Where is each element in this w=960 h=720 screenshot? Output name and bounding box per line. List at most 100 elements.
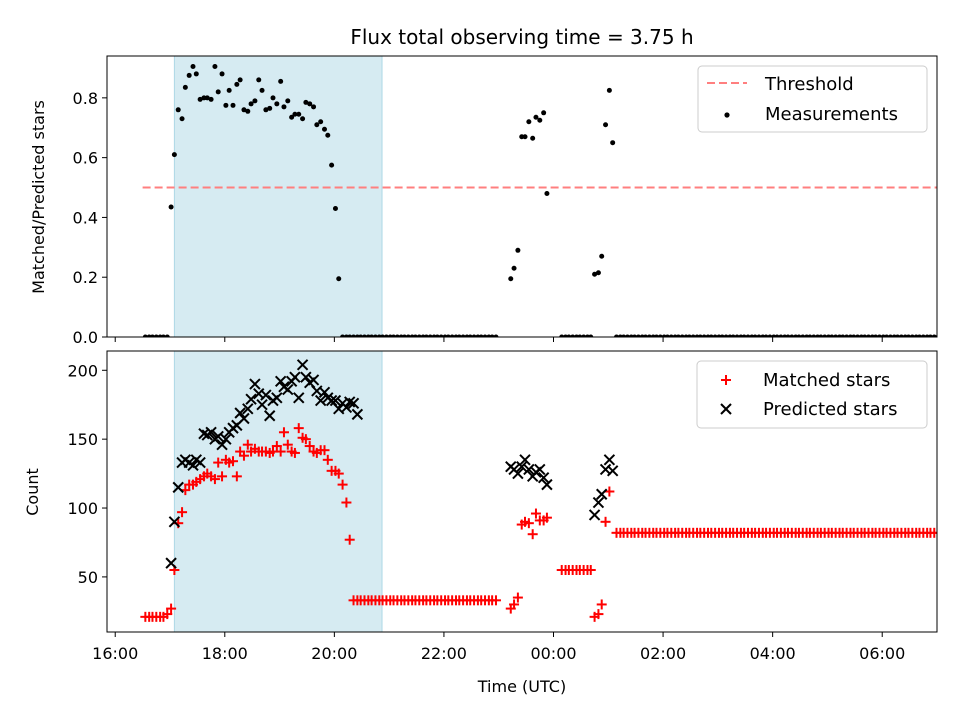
- measurement-point: [800, 334, 806, 337]
- measurement-point: [767, 334, 773, 337]
- measurement-point: [190, 63, 196, 69]
- matched-star-point: [275, 446, 286, 457]
- measurement-point: [208, 96, 214, 102]
- predicted-star-point: [534, 463, 546, 476]
- predicted-star-point: [588, 509, 601, 521]
- measurement-point: [445, 334, 451, 337]
- predicted-star-point: [245, 393, 257, 405]
- predicted-star-point: [194, 456, 206, 469]
- measurement-point: [270, 95, 276, 101]
- measurement-point: [515, 247, 521, 253]
- bottom-x-tick-label: 04:00: [750, 644, 796, 663]
- measurement-point: [361, 334, 367, 337]
- matched-star-point: [600, 516, 611, 527]
- measurement-point: [153, 334, 159, 337]
- measurement-point: [541, 110, 547, 116]
- bottom-x-tick-label: 02:00: [640, 644, 686, 663]
- measurement-point: [530, 135, 536, 141]
- measurement-point: [533, 114, 539, 120]
- measurement-point: [862, 334, 868, 337]
- matched-star-point: [271, 441, 282, 452]
- top-y-tick-label: 0.6: [73, 149, 98, 168]
- legend-matched-swatch: [721, 375, 731, 385]
- measurement-point: [401, 334, 407, 337]
- predicted-star-point: [347, 397, 360, 410]
- matched-star-point: [341, 497, 352, 508]
- measurement-point: [741, 334, 747, 337]
- measurement-point: [321, 126, 327, 132]
- bottom-x-tick-label: 20:00: [311, 644, 357, 663]
- top-panel: 0.0 0.2 0.4 0.6 0.8 Flux total observing tim…: [29, 25, 938, 347]
- matched-star-point: [300, 434, 311, 445]
- measurement-point: [603, 122, 609, 128]
- measurement-point: [566, 334, 572, 337]
- matched-star-point: [282, 439, 293, 450]
- measurement-point: [522, 134, 528, 140]
- measurement-points: [142, 63, 937, 337]
- matched-star-point: [527, 529, 538, 540]
- matched-star-point: [209, 474, 220, 485]
- measurement-point: [372, 334, 378, 337]
- predicted-star-point: [282, 383, 294, 396]
- measurement-point: [226, 87, 232, 93]
- measurement-point: [215, 89, 221, 95]
- predicted-star-point: [271, 392, 283, 404]
- top-legend-box: [697, 65, 928, 133]
- matched-star-point: [319, 445, 330, 456]
- measurement-point: [289, 114, 295, 120]
- measurement-point: [256, 77, 262, 83]
- predicted-star-point: [314, 394, 327, 407]
- measurement-point: [340, 334, 346, 337]
- bottom-x-axis-label: Time (UTC): [477, 677, 566, 696]
- measurement-point: [285, 98, 291, 104]
- measurement-point: [252, 98, 258, 104]
- predicted-star-point: [165, 557, 177, 569]
- top-chart-title: Flux total observing time = 3.75 h: [350, 25, 693, 49]
- measurement-point: [745, 334, 751, 337]
- measurement-point: [931, 334, 937, 337]
- measurement-point: [219, 71, 225, 77]
- measurement-point: [467, 334, 473, 337]
- measurement-point: [646, 334, 652, 337]
- top-y-tick-label: 0.4: [73, 208, 98, 227]
- predicted-star-point: [168, 516, 181, 528]
- measurement-point: [311, 104, 317, 110]
- measurement-point: [274, 101, 280, 107]
- measurement-point: [318, 119, 324, 125]
- matched-star-point: [530, 508, 541, 519]
- matched-star-point: [304, 441, 315, 452]
- measurement-point: [581, 334, 587, 337]
- matched-star-point: [213, 457, 224, 468]
- measurement-point: [241, 107, 247, 113]
- legend-measurements-label: Measurements: [765, 104, 898, 125]
- matched-star-point: [512, 592, 523, 603]
- predicted-star-point: [603, 454, 616, 466]
- measurement-point: [895, 334, 901, 337]
- measurement-point: [606, 87, 612, 93]
- measurement-point: [369, 334, 375, 337]
- measurement-point: [577, 334, 583, 337]
- measurement-point: [778, 334, 784, 337]
- matched-star-point: [490, 595, 501, 606]
- bottom-x-tick-label: 18:00: [202, 644, 248, 663]
- predicted-star-point: [260, 389, 272, 401]
- bottom-y-tick-label: 50: [78, 568, 98, 587]
- measurement-point: [383, 334, 389, 337]
- bottom-y-tick-label: 150: [67, 430, 98, 449]
- measurement-point: [811, 334, 817, 337]
- matched-star-point: [238, 450, 249, 461]
- measurement-point: [807, 334, 813, 337]
- matched-star-point: [322, 454, 333, 465]
- measurement-point: [142, 334, 148, 337]
- measurement-point: [391, 334, 397, 337]
- measurement-point: [643, 334, 649, 337]
- top-y-tick-label: 0.8: [73, 89, 98, 108]
- measurement-point: [866, 334, 872, 337]
- predicted-star-point: [212, 430, 224, 443]
- measurement-point: [230, 102, 236, 108]
- matched-star-point: [333, 468, 344, 479]
- predicted-star-point: [172, 481, 184, 494]
- measurement-point: [774, 334, 780, 337]
- matched-star-point: [936, 531, 937, 534]
- matched-star-point: [231, 471, 242, 482]
